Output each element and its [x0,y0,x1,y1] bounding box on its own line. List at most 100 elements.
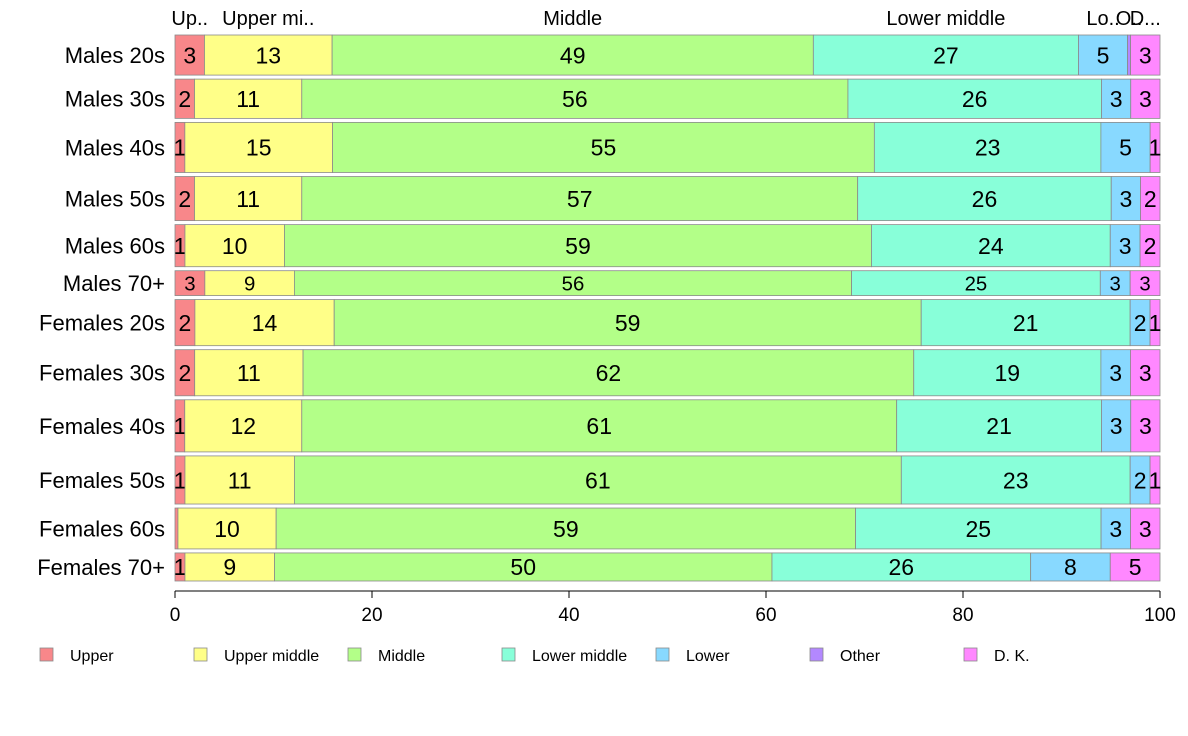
legend-item-upper-middle: Upper middle [193,647,319,665]
data-label: 10 [214,516,240,542]
legend-swatch [39,647,54,662]
data-label: 3 [1110,413,1123,439]
bar-segment-d-k [1149,299,1161,347]
data-label: 2 [178,186,191,212]
bar-segment-upper [174,270,206,296]
data-label: 10 [222,233,248,259]
bar-segment-upper-middle [184,399,303,453]
bar-segment-lower [1109,224,1141,268]
data-label: 1 [174,554,187,580]
bar-segment-lower-middle [920,299,1131,347]
bar-segment-middle [293,270,852,296]
bar-segment-d-k [1130,78,1161,119]
data-label: 3 [1110,86,1123,112]
data-label: 50 [510,554,536,580]
bar-segment-middle [301,78,849,119]
bar-segment-lower-middle [913,349,1102,397]
data-label: 13 [255,42,281,68]
data-label: 8 [1064,554,1077,580]
top-label-upper-middle: Upper mi.. [222,8,314,30]
data-label: 1 [174,135,187,161]
data-label: 3 [1139,273,1150,295]
bar-segment-middle [333,299,922,347]
bar-segment-middle [284,224,872,268]
data-label: 21 [986,413,1012,439]
bar-row-females-50s: 1 11 61 23 2 1 [174,455,1161,505]
bar-segment-middle [301,176,859,222]
bar-segment-lower-middle [847,78,1102,119]
top-label-lower: Lo.. [1086,8,1119,30]
bars-area: 3 13 49 27 5 32 11 56 26 3 31 15 55 23 5 12 11 57 26 3 21 10 5… [173,34,1162,582]
legend-label: Lower [686,648,730,665]
row-labels: Males 20s Males 30s Males 40s Males 50s Male… [37,43,165,580]
legend-swatch [501,647,516,662]
data-label: 19 [995,360,1021,386]
row-label: Females 30s [39,361,165,386]
data-label: 3 [183,42,196,68]
bar-segment-upper-middle [204,34,333,76]
data-label: 59 [565,233,591,259]
legend-swatch [347,647,362,662]
row-label: Males 60s [65,234,165,259]
x-axis: 0 20 40 60 80 100 [170,590,1176,626]
bar-segment-middle [332,121,875,173]
bar-row-males-40s: 1 15 55 23 5 1 [174,121,1162,173]
bar-row-females-30s: 2 11 62 19 3 3 [174,349,1161,397]
bar-segment-upper-middle [184,121,334,173]
data-label: 2 [1144,186,1157,212]
bar-segment-d-k [1130,34,1161,76]
bar-segment-lower-middle [855,507,1102,550]
data-label: 61 [585,467,611,493]
data-label: 23 [975,135,1001,161]
legend-item-lower: Lower [655,647,730,665]
bar-segment-upper-middle [177,507,277,550]
data-label: 3 [1119,186,1132,212]
data-label: 14 [252,310,278,336]
legend-label: D. K. [994,648,1030,665]
data-label: 3 [1139,42,1152,68]
data-label: 24 [978,233,1004,259]
data-label: 15 [246,135,272,161]
data-label: 1 [174,467,187,493]
data-label: 2 [179,310,192,336]
data-label: 3 [1139,516,1152,542]
row-label: Females 40s [39,414,165,439]
data-label: 3 [1119,233,1132,259]
data-label: 26 [972,186,998,212]
bar-segment-upper-middle [194,299,335,347]
row-label: Males 40s [65,135,165,160]
bar-segment-d-k [1139,224,1161,268]
legend-item-upper: Upper [39,647,114,665]
legend-swatch [963,647,978,662]
data-label: 57 [567,186,593,212]
top-label-upper: Up.. [171,8,208,30]
x-tick-label: 60 [755,605,776,626]
bar-segment-d-k [1140,176,1161,222]
row-label: Females 70+ [37,555,165,580]
bar-segment-lower-middle [873,121,1102,173]
x-tick-label: 100 [1144,605,1176,626]
legend: Upper Upper middle Middle Lower middle Lower… [39,647,1030,665]
bar-row-females-70: 1 9 50 26 8 5 [174,552,1161,582]
bar-segment-lower-middle [771,552,1032,582]
bar-segment-lower [1078,34,1128,76]
row-label: Males 20s [65,43,165,68]
bar-segment-other [1127,34,1131,76]
legend-label: Middle [378,648,425,665]
data-label: 2 [1144,233,1157,259]
bar-segment-upper-middle [204,270,295,296]
bar-segment-lower [1110,176,1141,222]
bar-segment-d-k [1130,507,1161,550]
x-tick-label: 80 [952,605,973,626]
data-label: 1 [1149,135,1162,161]
data-label: 56 [562,86,588,112]
data-label: 2 [1134,467,1147,493]
bar-segment-d-k [1149,121,1161,173]
bar-row-males-60s: 1 10 59 24 3 2 [174,224,1161,268]
data-label: 11 [236,86,260,112]
data-label: 25 [966,516,992,542]
bar-segment-lower-middle [857,176,1112,222]
row-label: Females 50s [39,468,165,493]
bar-segment-lower [1101,78,1132,119]
row-label: Females 20s [39,311,165,336]
